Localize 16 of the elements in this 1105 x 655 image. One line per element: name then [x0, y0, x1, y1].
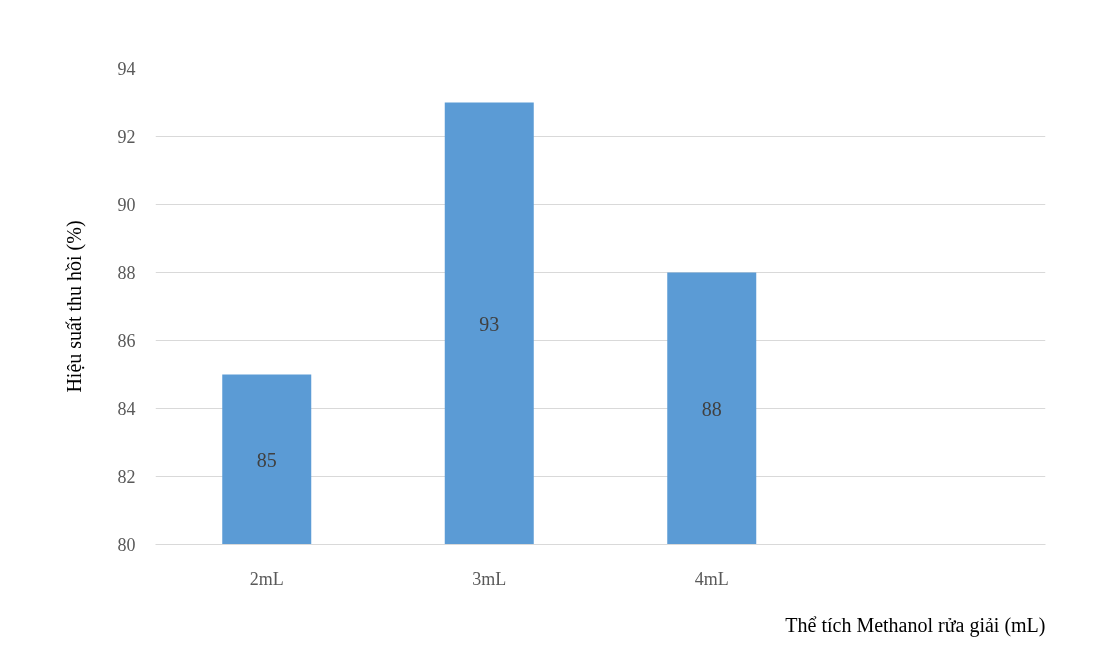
- y-tick-label: 84: [117, 399, 136, 419]
- y-tick-label: 94: [117, 59, 136, 79]
- x-tick-label: 3mL: [472, 568, 507, 589]
- data-label: 88: [701, 397, 722, 420]
- x-tick-label: 2mL: [249, 568, 284, 589]
- y-tick-label: 80: [117, 535, 136, 555]
- y-tick-label: 88: [117, 263, 136, 283]
- y-tick-label: 92: [117, 127, 136, 147]
- y-tick-label: 90: [117, 195, 136, 215]
- data-label: 85: [256, 448, 277, 471]
- x-axis-title: Thể tích Methanol rửa giải (mL): [785, 613, 1046, 637]
- y-tick-label: 86: [117, 331, 136, 351]
- y-tick-label: 82: [117, 467, 136, 487]
- x-tick-label: 4mL: [694, 568, 729, 589]
- y-axis-title: Hiệu suất thu hồi (%): [62, 220, 86, 393]
- data-label: 93: [479, 312, 500, 335]
